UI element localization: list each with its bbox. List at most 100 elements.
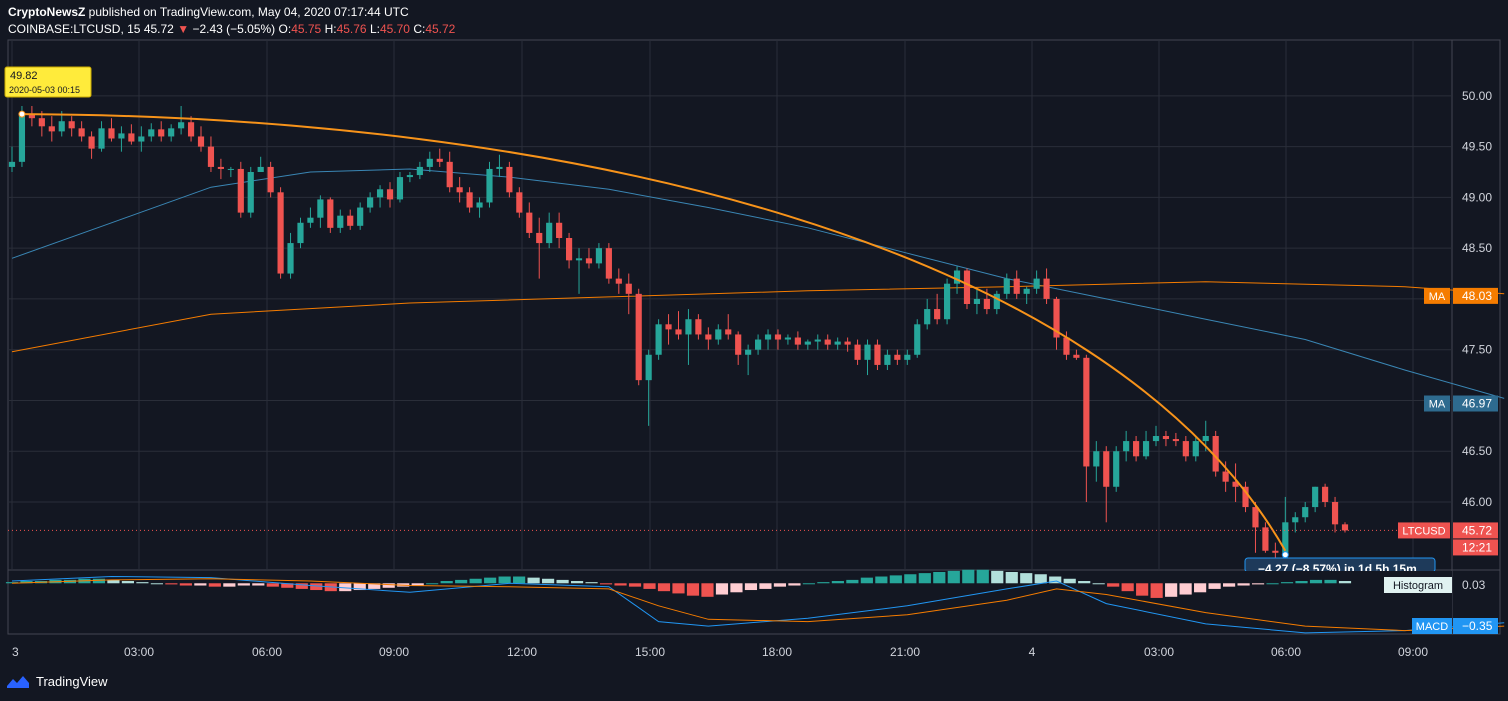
ma-fast-tag: MA 46.97 xyxy=(1424,395,1498,412)
histogram-bar xyxy=(788,583,801,586)
histogram-bar xyxy=(918,573,931,584)
histogram-bar xyxy=(368,583,381,589)
candle-body xyxy=(1023,288,1030,294)
x-tick-label: 06:00 xyxy=(1271,645,1301,659)
histogram-bar xyxy=(991,570,1004,584)
histogram-bar xyxy=(469,578,482,584)
candle-body xyxy=(914,324,921,355)
open-label: O: xyxy=(278,22,292,36)
histogram-bar xyxy=(252,583,265,586)
low-anchor-dot xyxy=(1281,551,1289,559)
symbol-name[interactable]: COINBASE:LTCUSD, 15 xyxy=(8,22,141,36)
candle-body xyxy=(98,128,105,149)
ma-slow-value: 48.03 xyxy=(1462,289,1492,303)
candle-body xyxy=(1312,486,1319,508)
candle-body xyxy=(1182,441,1189,457)
histogram-bar xyxy=(875,576,888,584)
histogram-bar xyxy=(339,583,352,592)
arc-trend-line xyxy=(21,113,1287,552)
candle-body xyxy=(78,128,85,137)
ltcusd-name: LTCUSD xyxy=(1402,525,1445,537)
candle-body xyxy=(168,128,175,137)
candle-body xyxy=(257,166,264,172)
histogram-bar xyxy=(657,583,671,592)
histogram-bar xyxy=(643,583,656,589)
footer-brand[interactable]: TradingView xyxy=(6,673,108,689)
candle-body xyxy=(993,293,1000,310)
histogram-bar xyxy=(614,583,627,586)
histogram-bar xyxy=(1194,583,1207,593)
histogram-bar xyxy=(1107,583,1120,587)
candle-body xyxy=(277,192,284,274)
countdown-bg xyxy=(1453,539,1498,556)
candle-body xyxy=(28,114,35,119)
candle-body xyxy=(118,133,125,139)
candle-body xyxy=(1232,481,1239,487)
histogram-bar xyxy=(208,583,221,587)
candle-body xyxy=(406,175,413,178)
candle-body xyxy=(327,199,334,228)
publisher-name[interactable]: CryptoNewsZ xyxy=(8,5,86,19)
candle-body xyxy=(824,339,831,345)
histogram-bar xyxy=(121,581,134,584)
close-label: C: xyxy=(413,22,426,36)
x-tick-label: 09:00 xyxy=(379,645,409,659)
high-label: H: xyxy=(324,22,337,36)
candle-body xyxy=(973,298,981,304)
candle-body xyxy=(1003,278,1010,294)
candle-body xyxy=(814,339,821,342)
candle-body xyxy=(1133,441,1140,457)
histogram-bar xyxy=(802,583,815,585)
histogram-bar xyxy=(773,583,787,587)
ma-fast-value-bg xyxy=(1453,395,1498,412)
y-tick-label: 49.50 xyxy=(1462,140,1492,154)
candle-body xyxy=(1222,471,1229,482)
histogram-bar xyxy=(904,574,917,584)
countdown-text: 12:21 xyxy=(1462,540,1492,554)
y-tick-label: 49.00 xyxy=(1462,190,1492,204)
histogram-bar xyxy=(817,582,830,584)
histogram-bar xyxy=(310,583,323,591)
histogram-bar xyxy=(599,583,613,585)
ma-fast-value: 46.97 xyxy=(1462,397,1492,411)
candle-body xyxy=(884,354,891,365)
y-tick-label: 50.00 xyxy=(1462,89,1492,103)
candle-body xyxy=(148,129,155,137)
candle-body xyxy=(854,344,861,360)
chart-frame xyxy=(7,39,1501,635)
histogram-bar xyxy=(455,579,468,584)
candle-body xyxy=(516,192,523,213)
candle-body xyxy=(725,329,732,335)
candle-body xyxy=(735,334,742,355)
histogram-name-bg xyxy=(1384,577,1452,593)
candle-body xyxy=(615,278,622,284)
low-label: L: xyxy=(369,22,380,36)
histogram-bar xyxy=(382,583,395,588)
histogram-bar xyxy=(889,575,902,584)
candle-body xyxy=(1341,524,1349,531)
candle-body xyxy=(1252,507,1259,528)
high-annotation-price: 49.82 xyxy=(10,70,38,82)
ltcusd-name-bg xyxy=(1398,522,1450,539)
histogram-bar xyxy=(730,583,743,593)
histogram-bar xyxy=(1295,581,1308,584)
histogram-bar xyxy=(223,583,236,587)
x-tick-label: 06:00 xyxy=(252,645,282,659)
histogram-bar xyxy=(498,576,511,584)
x-tick-label: 18:00 xyxy=(762,645,792,659)
close-value: 45.72 xyxy=(425,22,456,36)
candle-body xyxy=(187,122,195,137)
symbol-line: COINBASE:LTCUSD, 15 45.72 ▼ −2.43 (−5.05… xyxy=(8,22,455,36)
candle-body xyxy=(1123,441,1130,452)
candle-body xyxy=(1093,451,1100,467)
y-tick-label: 46.50 xyxy=(1462,444,1492,458)
histogram-bar xyxy=(281,583,294,588)
histogram-bar xyxy=(1208,583,1221,589)
ma-fast-line xyxy=(11,168,1505,399)
candle-body xyxy=(1262,527,1269,551)
candle-body xyxy=(536,232,543,244)
candle-body xyxy=(1152,436,1160,442)
candle-body xyxy=(1162,436,1170,440)
histogram-bar xyxy=(831,581,844,584)
